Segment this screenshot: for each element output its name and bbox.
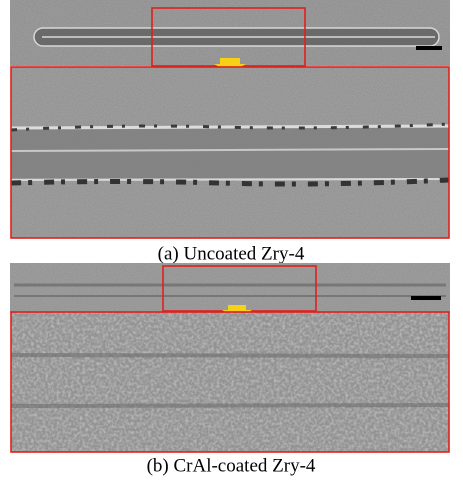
caption: (b) CrAl-coated Zry-4: [147, 455, 316, 476]
texture: [11, 312, 449, 452]
scale-bar: [416, 46, 442, 50]
panel-a: (a) Uncoated Zry-4: [10, 0, 450, 264]
scale-bar: [411, 296, 441, 300]
wear-track: [11, 128, 449, 178]
caption: (a) Uncoated Zry-4: [158, 243, 305, 264]
track-line: [11, 355, 449, 356]
panel-b: (b) CrAl-coated Zry-4: [10, 263, 450, 476]
track-line: [11, 405, 449, 406]
page: (a) Uncoated Zry-4 (b) CrAl-coated Zry-4…: [0, 0, 463, 480]
figure: (a) Uncoated Zry-4 (b) CrAl-coated Zry-4: [0, 0, 463, 480]
track-edge: [11, 179, 449, 180]
